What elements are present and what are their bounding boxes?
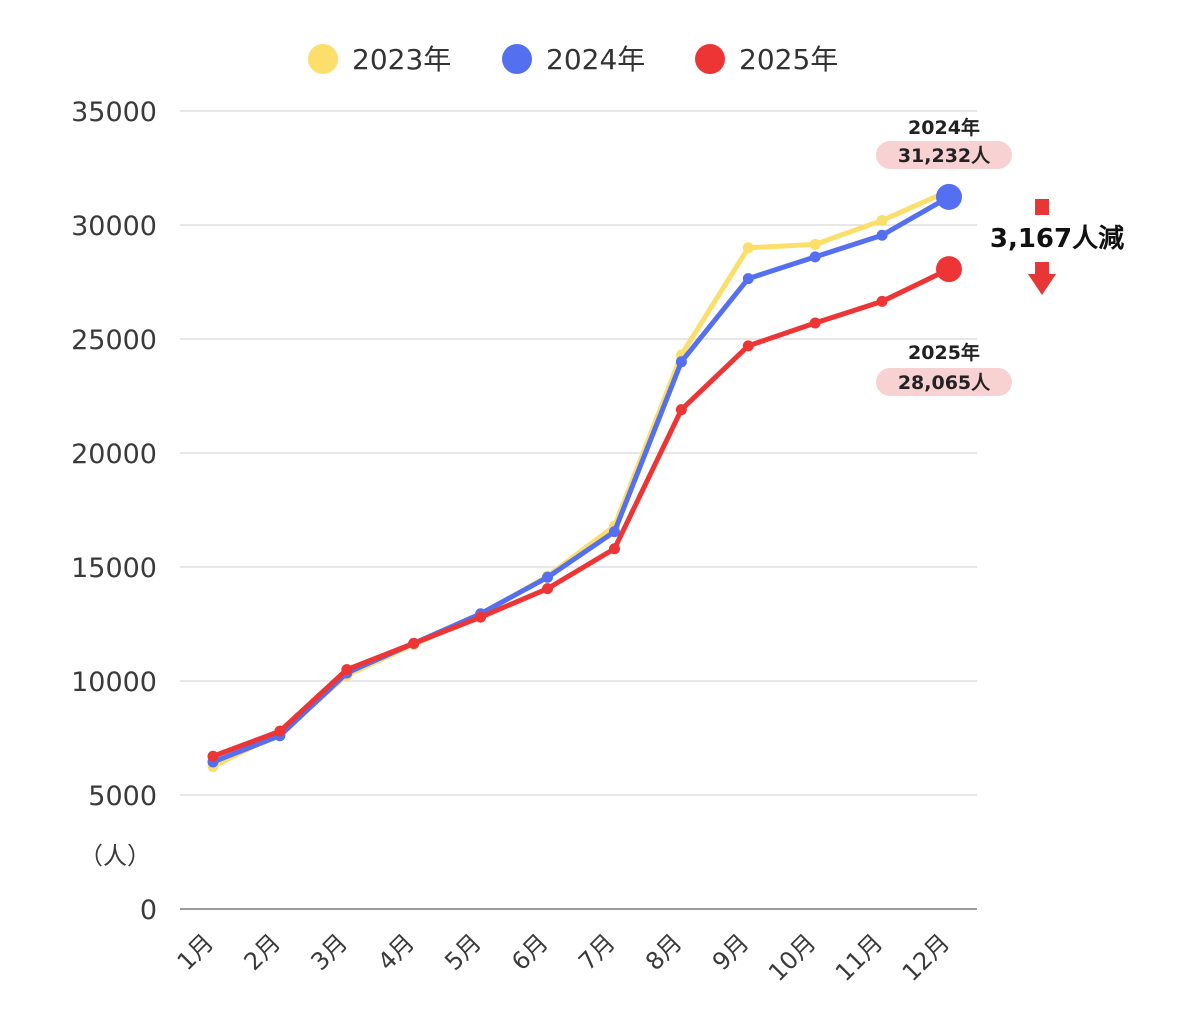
legend-swatch <box>502 44 532 74</box>
data-point <box>809 251 821 263</box>
series-2 <box>207 256 962 762</box>
data-point <box>742 273 754 285</box>
y-tick-label: 5000 <box>88 781 157 812</box>
data-point <box>675 356 687 368</box>
data-point <box>936 256 962 283</box>
callout-2024-value: 31,232人 <box>898 145 991 167</box>
x-tick-label: 10月 <box>763 928 821 986</box>
data-point <box>341 664 353 676</box>
down-arrow-icon <box>1028 262 1056 295</box>
data-point <box>876 214 888 226</box>
y-tick-label: 0 <box>140 895 157 926</box>
y-tick-label: 20000 <box>71 439 157 470</box>
y-tick-label: 25000 <box>71 325 157 356</box>
data-point <box>542 583 554 595</box>
x-tick-label: 8月 <box>640 928 688 976</box>
y-tick-label: 35000 <box>71 97 157 128</box>
data-point <box>936 183 962 210</box>
data-point <box>876 229 888 241</box>
data-point <box>675 404 687 416</box>
y-tick-label: 30000 <box>71 211 157 242</box>
x-tick-label: 4月 <box>372 928 420 976</box>
data-point <box>809 317 821 329</box>
y-unit-label: （人） <box>79 842 151 870</box>
data-point <box>608 526 620 538</box>
difference-text: 3,167人減 <box>990 224 1124 254</box>
x-tick-label: 11月 <box>830 928 888 986</box>
x-tick-label: 1月 <box>172 928 220 976</box>
data-point <box>742 340 754 352</box>
legend-label: 2024年 <box>546 43 645 76</box>
y-tick-label: 10000 <box>71 667 157 698</box>
callout-2024-year: 2024年 <box>908 116 980 139</box>
series-line <box>210 194 952 765</box>
difference-indicator: 3,167人減 <box>990 199 1124 295</box>
data-point <box>542 571 554 583</box>
callout-2025-value: 28,065人 <box>898 372 991 394</box>
series-line <box>210 266 952 759</box>
legend-swatch <box>695 44 725 74</box>
callout-2025-year: 2025年 <box>908 341 980 364</box>
data-point <box>608 543 620 555</box>
x-tick-label: 9月 <box>707 928 755 976</box>
data-point <box>408 637 420 649</box>
series-line <box>210 188 952 769</box>
callout-2024: 2024年 31,232人 <box>876 116 1012 169</box>
x-tick-label: 6月 <box>506 928 554 976</box>
x-tick-label: 5月 <box>439 928 487 976</box>
data-point <box>274 725 286 737</box>
y-tick-label: 15000 <box>71 553 157 584</box>
legend-label: 2023年 <box>352 43 451 76</box>
difference-marker-square <box>1035 199 1049 215</box>
data-point <box>475 611 487 623</box>
data-point <box>809 238 821 250</box>
series-lines <box>207 183 962 772</box>
gridlines <box>180 110 977 796</box>
callout-2024-badge <box>876 141 1012 169</box>
callout-2025: 2025年 28,065人 <box>876 341 1012 396</box>
series-1 <box>207 183 962 768</box>
legend-swatch <box>308 44 338 74</box>
series-0 <box>207 185 955 772</box>
x-tick-label: 7月 <box>573 928 621 976</box>
legend: 2023年 2024年 2025年 <box>308 43 838 76</box>
data-point <box>207 750 219 762</box>
x-tick-label: 12月 <box>897 928 955 986</box>
data-point <box>876 295 888 307</box>
x-tick-label: 2月 <box>239 928 287 976</box>
callout-2025-badge <box>876 368 1012 396</box>
x-tick-label: 3月 <box>305 928 353 976</box>
axes: 0 5000 10000 15000 20000 25000 30000 35000 1月 2月 3… <box>71 97 977 987</box>
legend-label: 2025年 <box>739 43 838 76</box>
data-point <box>742 242 754 254</box>
